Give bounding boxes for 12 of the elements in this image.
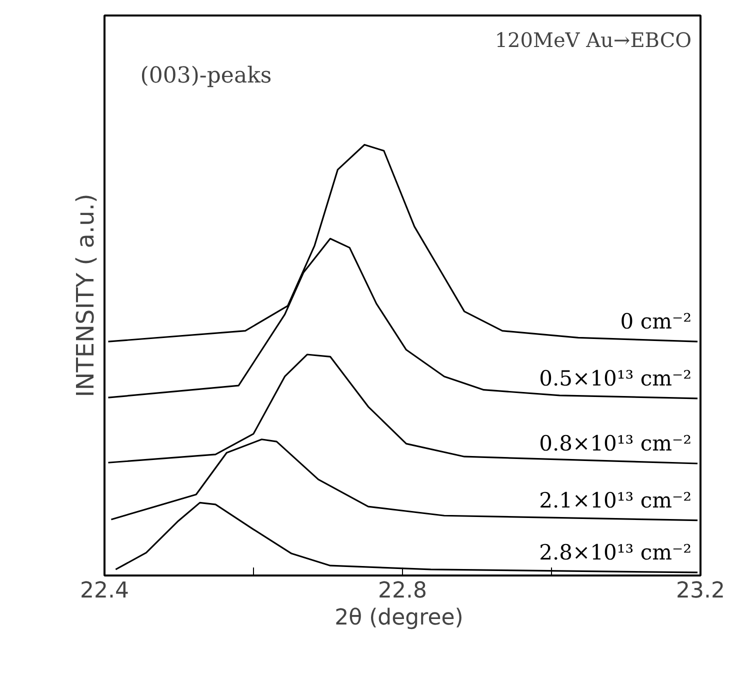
- x-tick-label: 22.8: [378, 578, 427, 604]
- x-tick-label: 22.4: [80, 578, 129, 604]
- x-axis-title: 2θ (degree): [334, 606, 464, 630]
- x-tick-label: 23.2: [676, 578, 725, 604]
- series-label: 2.1×10¹³ cm⁻²: [539, 488, 692, 512]
- text: (003)-peaks: [140, 63, 272, 88]
- text: 120MeV Au→EBCO: [494, 28, 692, 52]
- series-label: 2.8×10¹³ cm⁻²: [539, 540, 692, 564]
- series-label: 0.5×10¹³ cm⁻²: [539, 366, 692, 390]
- series-label: 0.8×10¹³ cm⁻²: [539, 432, 692, 456]
- y-axis-title: INTENSITY ( a.u.): [72, 194, 100, 398]
- series-label: 0 cm⁻²: [620, 310, 692, 334]
